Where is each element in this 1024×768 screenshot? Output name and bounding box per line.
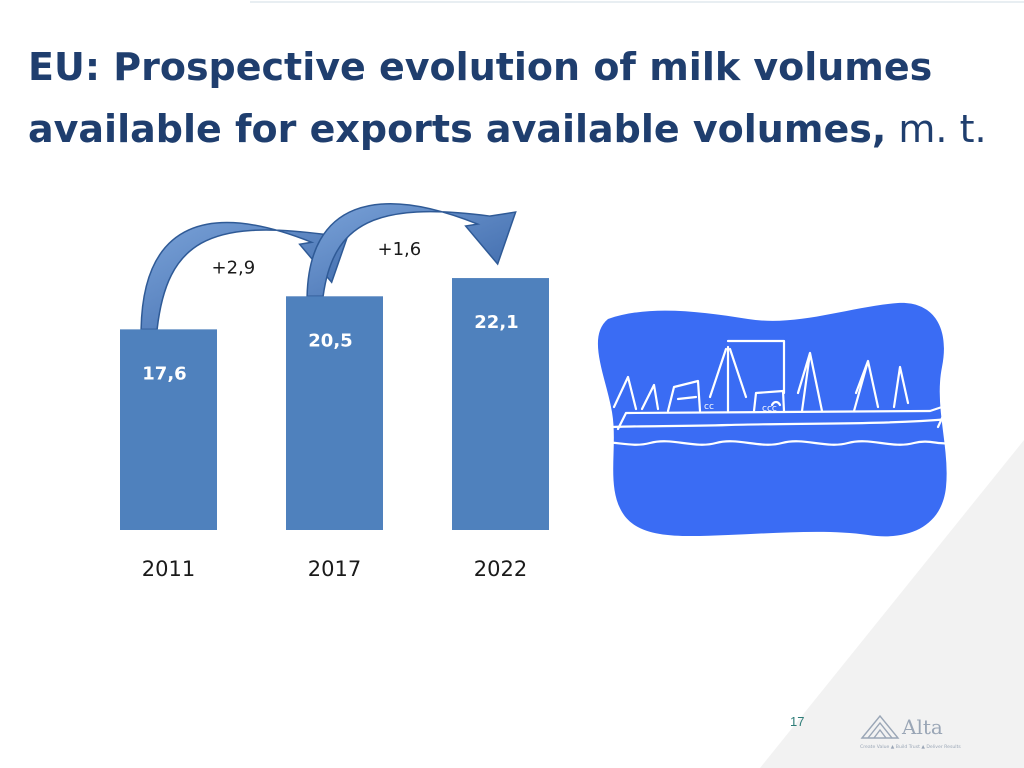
category-label-2011: 2011 [142,557,195,581]
change-label-2011-2017: +2,9 [212,257,256,278]
title-line-2: available for exports available volumes, [28,107,887,151]
category-label-2022: 2022 [474,557,527,581]
bar-2011 [120,329,217,530]
change-arrow-2017-2022 [306,203,517,298]
cargo-ship-illustration: cc ccc [584,302,952,537]
ship-blob-background [597,302,947,537]
page-title: EU: Prospective evolution of milk volume… [28,36,1008,160]
change-label-2017-2022: +1,6 [378,239,422,260]
bar-2022 [452,278,549,530]
category-label-2017: 2017 [308,557,361,581]
bar-value-label-2017: 20,5 [308,330,352,351]
title-unit: m. t. [898,107,987,151]
svg-text:ccc: ccc [762,404,777,414]
bar-value-label-2011: 17,6 [142,363,186,384]
page-number: 17 [790,714,805,729]
alta-logo: Alta Create Value ▲ Build Trust ▲ Delive… [860,714,961,750]
bar-2017 [286,296,383,530]
bar-value-label-2022: 22,1 [474,312,518,333]
svg-text:Alta: Alta [901,715,943,739]
title-line-1: EU: Prospective evolution of milk volume… [28,45,933,89]
svg-text:cc: cc [704,402,714,412]
svg-text:Create Value ▲ Build Trust ▲ D: Create Value ▲ Build Trust ▲ Deliver Res… [860,744,961,750]
change-arrow-2011-2017 [140,221,351,331]
